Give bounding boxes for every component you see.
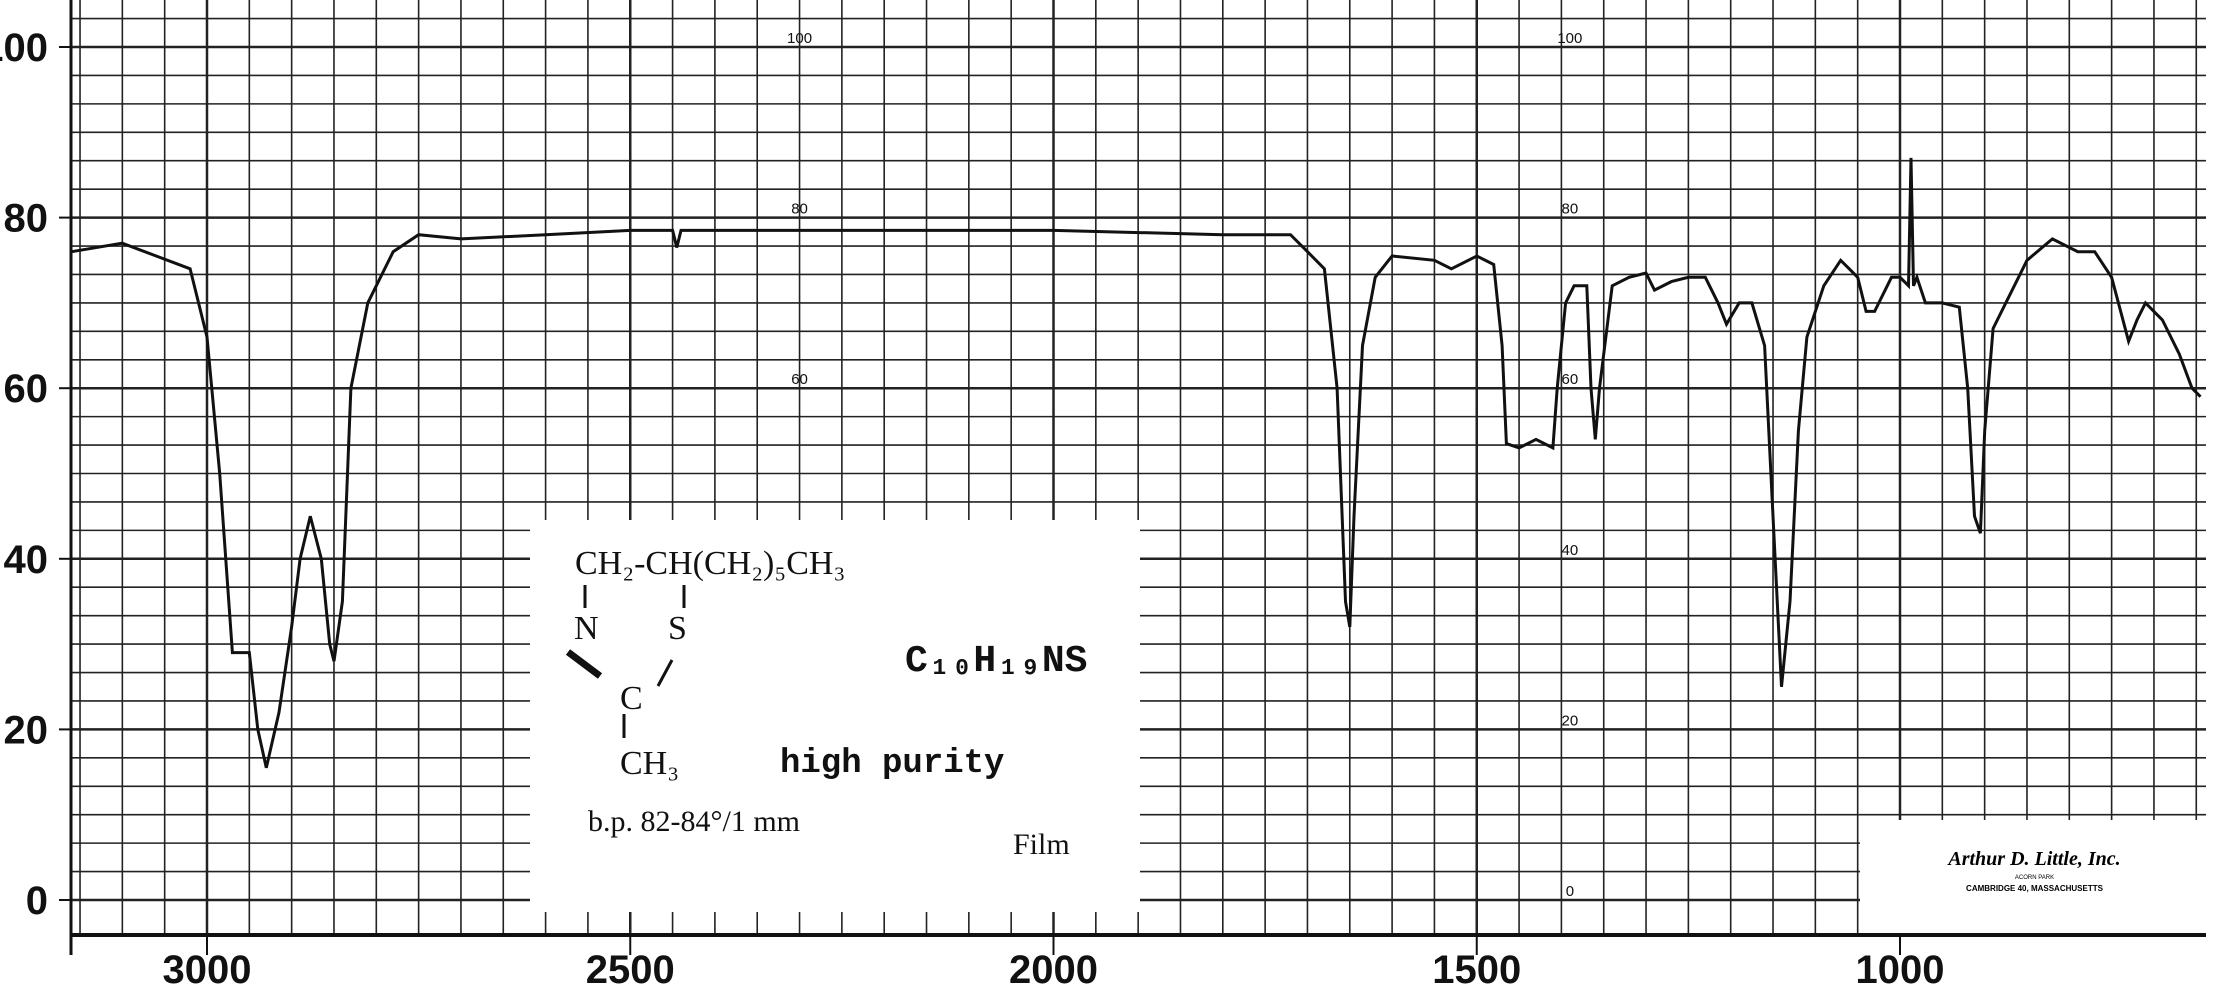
inner-scale-label: 0 [1566, 883, 1574, 900]
boiling-point: b.p. 82-84°/1 mm [588, 805, 800, 838]
logo: Arthur D. Little, Inc. ACORN PARK CAMBRI… [1862, 848, 2207, 893]
y-tick-label: 60 [4, 367, 49, 411]
y-tick-label: 20 [4, 708, 49, 752]
sample-form: Film [1013, 828, 1070, 861]
inner-scale-label: 80 [791, 201, 808, 218]
spectrum-line [71, 157, 2202, 769]
molecular-formula: C₁₀H₁₉NS [905, 640, 1088, 683]
inner-scale-label: 40 [1562, 542, 1579, 559]
inner-scale-label: 100 [1557, 30, 1582, 47]
inner-scale-labels: 100 80 60 100 80 60 40 20 0 [787, 30, 1582, 900]
x-tick-label: 1000 [1856, 948, 1945, 989]
logo-box-background [1860, 820, 2210, 935]
structure-chain: CH₂-CH(CH₂)₅CH₃ [575, 545, 846, 582]
y-tick-label: 0 [26, 879, 48, 923]
structure-nitrogen: N [574, 610, 599, 647]
inner-scale-label: 60 [791, 371, 808, 388]
inner-scale-label: 80 [1562, 201, 1579, 218]
x-tick-label: 2500 [586, 948, 675, 989]
purity-label: high purity [780, 745, 1005, 783]
logo-line2: ACORN PARK [2014, 875, 2055, 881]
x-tick-label: 2000 [1009, 948, 1098, 989]
inner-scale-label: 100 [787, 30, 812, 47]
inner-scale-label: 20 [1562, 712, 1579, 729]
y-tick-label: 80 [4, 197, 49, 241]
structure-methyl: CH₃ [620, 745, 680, 782]
y-tick-label: 40 [4, 538, 49, 582]
structure-carbon: C [620, 680, 643, 717]
inner-scale-label: 60 [1562, 371, 1579, 388]
structure-sulfur: S [668, 610, 687, 647]
logo-name: Arthur D. Little, Inc. [1948, 848, 2121, 870]
x-tick-label: 3000 [163, 948, 252, 989]
y-tick-label: 100 [0, 26, 48, 70]
sample-card-background [530, 520, 1140, 912]
logo-line3: CAMBRIDGE 40, MASSACHUSETTS [1966, 884, 2103, 893]
x-tick-label: 1500 [1432, 948, 1521, 989]
